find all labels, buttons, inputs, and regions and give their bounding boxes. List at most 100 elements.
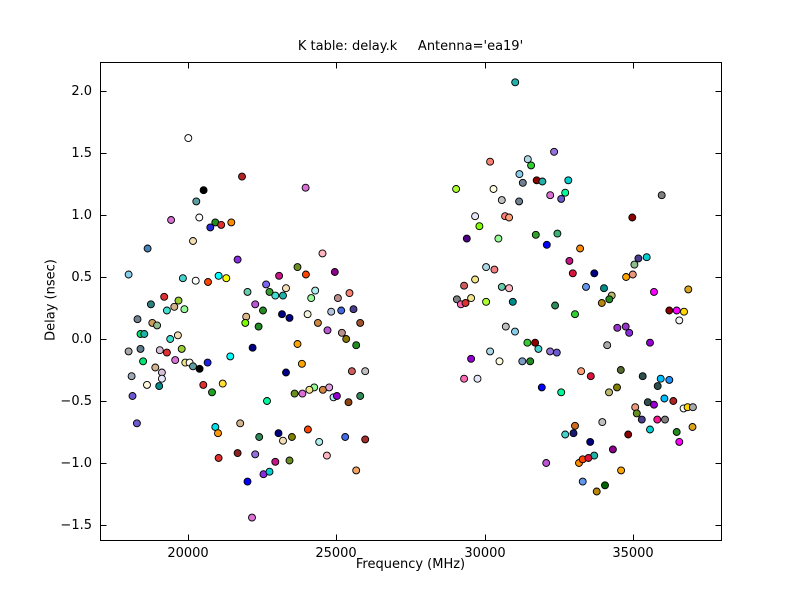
data-point [561,430,570,439]
data-point [303,425,312,434]
data-point [546,191,555,200]
data-point [617,466,626,475]
data-point [342,335,351,343]
data-point [653,415,662,424]
data-point [271,457,280,466]
data-point [460,281,469,290]
data-point [204,278,212,286]
data-point [349,305,358,314]
data-point [278,310,286,319]
data-point [344,398,353,407]
data-point [497,282,506,291]
data-point [199,380,208,389]
data-point [322,451,331,460]
data-point [293,340,302,348]
data-point [332,392,341,400]
data-point [531,230,540,239]
data-point [628,213,637,222]
data-point [305,385,314,394]
data-point [461,299,470,307]
data-point [241,318,250,327]
data-point [203,358,212,367]
data-point [661,415,669,424]
data-point [160,292,169,301]
data-point [601,481,609,490]
data-point [527,161,536,170]
data-point [238,172,246,181]
data-point [298,389,307,398]
data-point [561,188,570,197]
data-point [356,318,365,327]
data-point [140,330,149,338]
data-point [688,403,697,412]
data-point [482,297,491,306]
data-point [551,301,560,310]
data-point [586,372,595,381]
data-point [592,487,601,496]
data-point [511,327,519,336]
data-point [352,341,361,350]
data-point [327,307,336,316]
data-point [361,435,370,444]
data-point [251,300,260,309]
data-point [254,322,263,331]
data-point [650,287,658,296]
data-point [157,374,166,383]
data-point [531,338,540,347]
data-point [189,237,197,245]
data-point [656,374,665,383]
data-point [195,213,204,222]
data-point [571,310,579,319]
data-point [680,307,688,316]
data-point [151,363,160,372]
data-point [646,338,654,347]
data-point [361,367,370,376]
data-point [571,421,579,430]
data-point [173,331,182,340]
data-point [285,313,294,322]
data-point [189,362,197,371]
data-point [199,186,208,195]
data-point [318,249,327,258]
data-point [153,321,162,330]
x-tick-label: 30000 [464,546,506,561]
data-point [282,284,290,293]
data-point [259,306,267,315]
data-point [285,456,294,465]
data-point [265,467,274,476]
data-point [637,415,646,424]
data-point [243,287,252,296]
data-point [625,328,634,337]
data-point [462,234,471,243]
data-point [290,389,299,398]
data-point [167,216,176,224]
data-point [564,176,573,185]
data-point [505,213,514,222]
data-point [632,409,641,418]
x-tick-label: 25000 [315,546,357,561]
data-point [128,392,137,400]
data-point [622,273,631,281]
data-point [634,254,643,263]
y-tick-label: 1.5 [71,145,92,161]
data-point [628,270,637,279]
y-tick-label: −0.5 [60,393,92,409]
data-point [222,274,231,283]
data-point [337,306,346,315]
data-point [214,429,222,438]
data-point [534,344,543,353]
data-point [162,306,171,315]
data-point [598,418,607,427]
data-point [669,397,678,405]
data-point [546,347,555,356]
data-point [523,155,532,164]
data-point [243,477,252,486]
data-point [315,437,324,446]
data-point [124,270,133,279]
data-point [665,306,674,315]
data-point [282,368,290,377]
data-point [505,284,514,293]
data-point [208,388,216,397]
